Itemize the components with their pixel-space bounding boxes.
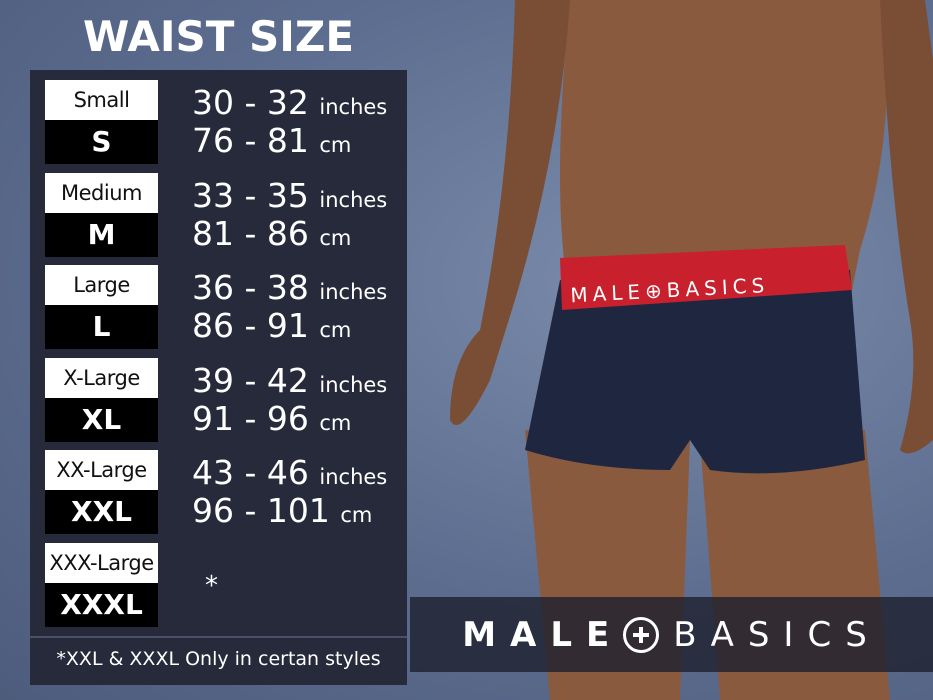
cm-value: 76 - 81: [192, 121, 309, 160]
size-code: XL: [45, 397, 158, 442]
size-name: XX-Large: [45, 450, 158, 490]
size-measurements: 30 - 32 inches 76 - 81 cm: [192, 86, 387, 162]
cm-value: 96 - 101: [192, 491, 330, 530]
inches-value: 33 - 35: [192, 175, 309, 215]
cm-unit: cm: [319, 410, 352, 435]
plus-circle-icon: [623, 616, 660, 653]
size-name: XXX-Large: [45, 542, 158, 583]
size-label: X-Large XL: [45, 357, 158, 442]
torso: [560, 0, 887, 300]
size-label: Large L: [45, 265, 158, 349]
cm-unit: cm: [340, 503, 373, 527]
size-row: Medium M 33 - 35 inches 81 - 86 cm: [45, 172, 405, 257]
size-label: XX-Large XXL: [45, 450, 158, 534]
left-arm: [450, 0, 570, 425]
size-code: XXXL: [45, 582, 158, 627]
size-chart-panel: Small S 30 - 32 inches 76 - 81 cm Medium…: [30, 70, 407, 685]
cm-unit: cm: [319, 133, 352, 157]
chart-title: WAIST SIZE: [82, 12, 355, 61]
size-row: XX-Large XXL 43 - 46 inches 96 - 101 cm: [45, 450, 405, 534]
size-measurements: 33 - 35 inches 81 - 86 cm: [192, 175, 388, 255]
size-row: X-Large XL 39 - 42 inches 91 - 96 cm: [45, 357, 405, 442]
cm-unit: cm: [319, 318, 352, 342]
logo-basics: BASICS: [673, 614, 881, 655]
inches-value: 36 - 38: [192, 268, 309, 307]
inches-unit: inches: [319, 280, 388, 304]
size-label: XXX-Large XXXL: [45, 542, 158, 627]
size-note: *: [205, 570, 218, 601]
size-name: Medium: [45, 172, 158, 213]
inches-unit: inches: [319, 465, 388, 489]
size-name: Large: [45, 265, 158, 305]
model-photo: MALE⊕BASICS: [450, 0, 933, 700]
right-arm: [880, 0, 933, 454]
cm-value: 86 - 91: [192, 306, 309, 345]
boxer-briefs: [525, 270, 865, 474]
cm-value: 81 - 86: [192, 213, 309, 253]
inches-value: 39 - 42: [192, 360, 309, 400]
size-row: Small S 30 - 32 inches 76 - 81 cm: [45, 80, 405, 164]
divider: [30, 636, 407, 638]
waistband: [560, 245, 852, 310]
size-code: S: [45, 120, 158, 164]
inches-unit: inches: [319, 187, 388, 212]
size-label: Medium M: [45, 172, 158, 257]
size-code: XXL: [45, 490, 158, 534]
size-code: M: [45, 212, 158, 257]
size-name: Small: [45, 80, 158, 120]
inches-value: 30 - 32: [192, 83, 309, 122]
inches-value: 43 - 46: [192, 453, 309, 492]
size-measurements: 39 - 42 inches 91 - 96 cm: [192, 360, 388, 440]
size-name: X-Large: [45, 357, 158, 398]
cm-unit: cm: [319, 225, 352, 250]
size-row: Large L 36 - 38 inches 86 - 91 cm: [45, 265, 405, 349]
brand-logo: MALE BASICS: [410, 597, 933, 672]
logo-male: MALE: [462, 614, 624, 655]
size-label: Small S: [45, 80, 158, 164]
size-measurements: 36 - 38 inches 86 - 91 cm: [192, 271, 387, 347]
inches-unit: inches: [319, 95, 388, 119]
inches-unit: inches: [319, 372, 388, 397]
footnote: *XXL & XXXL Only in certan styles: [56, 648, 381, 670]
size-row: XXX-Large XXXL *: [45, 542, 405, 627]
size-measurements: 43 - 46 inches 96 - 101 cm: [192, 456, 387, 532]
cm-value: 91 - 96: [192, 398, 309, 438]
size-code: L: [45, 305, 158, 349]
